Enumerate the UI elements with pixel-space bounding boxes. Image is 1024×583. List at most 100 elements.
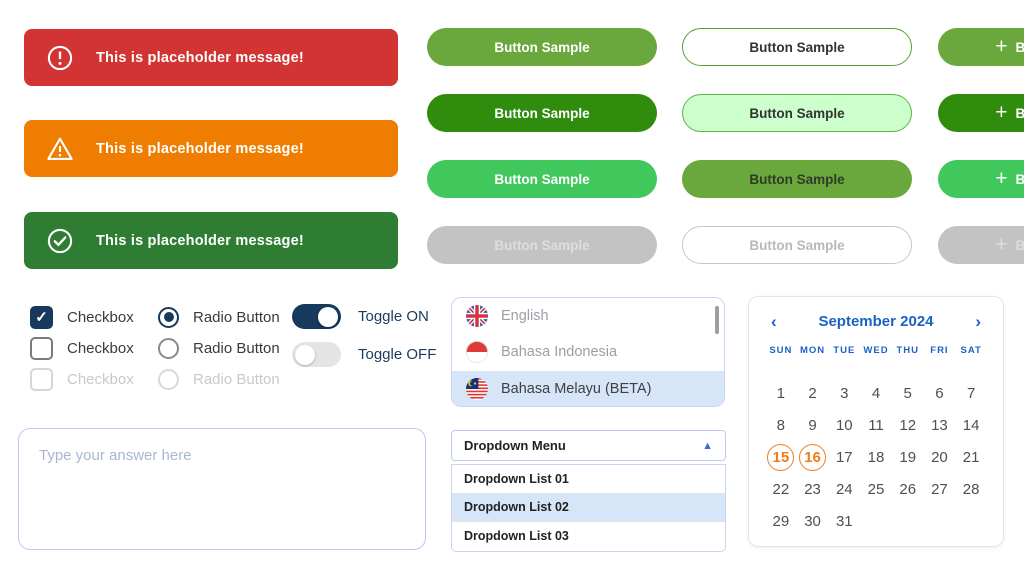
- alert-warning: This is placeholder message!: [24, 120, 398, 177]
- button-icon-bright[interactable]: + Button Sample: [938, 160, 1024, 198]
- radio-disabled: [158, 368, 179, 390]
- uk-flag-icon: [466, 305, 488, 328]
- button-label: Button Sample: [494, 171, 590, 187]
- radio-label: Radio Button: [193, 339, 280, 357]
- calendar-day-6[interactable]: 6: [935, 384, 944, 402]
- radio-label: Radio Button: [193, 308, 280, 326]
- warning-triangle-icon: [47, 137, 73, 160]
- calendar-day-17[interactable]: 17: [835, 448, 853, 466]
- calendar-next-icon[interactable]: ›: [975, 311, 981, 331]
- button-label: Button Sample: [749, 39, 845, 55]
- plus-icon: +: [995, 166, 1008, 190]
- calendar-day-7[interactable]: 7: [966, 384, 976, 402]
- button-label: Button Sample: [749, 237, 845, 253]
- button-mint[interactable]: Button Sample: [682, 94, 912, 132]
- alert-message: This is placeholder message!: [96, 49, 304, 66]
- dropdown-item-3[interactable]: Dropdown List 03: [464, 529, 569, 544]
- calendar-day-9[interactable]: 9: [808, 416, 817, 434]
- calendar-weekday-label: FRI: [930, 345, 949, 356]
- calendar-day-20[interactable]: 20: [931, 448, 948, 466]
- chevron-up-icon: ▲: [702, 439, 713, 452]
- dropdown-menu-header[interactable]: Dropdown Menu ▲: [451, 430, 726, 461]
- calendar-prev-icon[interactable]: ‹: [771, 311, 777, 331]
- calendar-day-30[interactable]: 30: [804, 512, 821, 530]
- calendar-day-25[interactable]: 25: [867, 480, 885, 498]
- calendar-day-31[interactable]: 31: [835, 512, 853, 530]
- calendar-day-10[interactable]: 10: [835, 416, 853, 434]
- calendar-day-24[interactable]: 24: [835, 480, 853, 498]
- checkbox-label: Checkbox: [67, 370, 134, 388]
- button-label: Button Sample: [1015, 105, 1024, 121]
- language-label: Bahasa Indonesia: [501, 344, 618, 361]
- language-label: Bahasa Melayu (BETA): [501, 380, 652, 397]
- calendar-day-27[interactable]: 27: [931, 480, 948, 498]
- plus-icon: +: [995, 232, 1008, 256]
- calendar-day-22[interactable]: 22: [772, 480, 790, 498]
- button-mid-dark-text[interactable]: Button Sample: [682, 160, 912, 198]
- calendar-day-grid: 1 2 3 4 5 6 7 8 9 10 11 12 13 14 15 16 17 18 19 20 21 22 23 24 2…: [765, 377, 987, 537]
- calendar-day-16[interactable]: 16: [797, 441, 829, 473]
- button-primary-bright[interactable]: Button Sample: [427, 160, 657, 198]
- button-label: Button Sample: [494, 39, 590, 55]
- calendar-day-5[interactable]: 5: [903, 384, 912, 402]
- button-icon-disabled: + Button Sample: [938, 226, 1024, 264]
- radio-selected[interactable]: [158, 306, 179, 328]
- language-option-malay[interactable]: Bahasa Melayu (BETA): [452, 370, 724, 406]
- radio-unselected[interactable]: [158, 337, 179, 359]
- button-label: Button Sample: [749, 105, 845, 121]
- calendar-day-13[interactable]: 13: [931, 416, 948, 434]
- calendar-day-23[interactable]: 23: [804, 480, 821, 498]
- toggle-on[interactable]: [292, 304, 341, 329]
- dropdown-list: Dropdown List 01 Dropdown List 02 Dropdown…: [451, 464, 726, 552]
- calendar-day-18[interactable]: 18: [867, 448, 885, 466]
- calendar-day-8[interactable]: 8: [776, 416, 786, 434]
- alert-success: This is placeholder message!: [24, 212, 398, 269]
- calendar-day-19[interactable]: 19: [899, 448, 917, 466]
- button-label: Button Sample: [494, 105, 590, 121]
- calendar-day-21[interactable]: 21: [962, 448, 980, 466]
- button-label: Button Sample: [1015, 39, 1024, 55]
- checkbox-unchecked[interactable]: [30, 336, 53, 360]
- dropdown-item-2[interactable]: Dropdown List 02: [452, 493, 725, 523]
- toggle-label: Toggle OFF: [358, 346, 437, 363]
- language-option-english[interactable]: English: [452, 298, 724, 334]
- calendar-day-15[interactable]: 15: [765, 441, 797, 473]
- plus-icon: +: [995, 34, 1008, 58]
- calendar: ‹ September 2024 › SUN MON TUE WED THU FRI SAT…: [748, 296, 1004, 547]
- calendar-day-28[interactable]: 28: [962, 480, 980, 498]
- alert-message: This is placeholder message!: [96, 232, 304, 249]
- language-selector: English Bahasa Indonesia: [451, 297, 725, 407]
- calendar-day-26[interactable]: 26: [899, 480, 917, 498]
- checkbox-checked[interactable]: ✓: [30, 305, 53, 329]
- button-icon-dark[interactable]: + Button Sample: [938, 94, 1024, 132]
- calendar-weekday-label: TUE: [833, 345, 856, 356]
- calendar-day-1[interactable]: 1: [776, 384, 786, 402]
- button-primary-dark[interactable]: Button Sample: [427, 94, 657, 132]
- check-circle-icon: [47, 228, 73, 253]
- calendar-weekday-label: SAT: [960, 345, 982, 356]
- toggle-off[interactable]: [292, 342, 341, 367]
- button-outline-disabled: Button Sample: [682, 226, 912, 264]
- button-icon-mid[interactable]: + Button Sample: [938, 28, 1024, 66]
- calendar-header: ‹ September 2024 ›: [749, 310, 1003, 332]
- calendar-day-2[interactable]: 2: [808, 384, 817, 402]
- calendar-day-14[interactable]: 14: [962, 416, 980, 434]
- calendar-day-3[interactable]: 3: [840, 384, 849, 402]
- scrollbar-thumb[interactable]: [715, 306, 719, 334]
- button-primary-disabled: Button Sample: [427, 226, 657, 264]
- button-outline-green[interactable]: Button Sample: [682, 28, 912, 66]
- calendar-day-12[interactable]: 12: [899, 416, 917, 434]
- calendar-day-4[interactable]: 4: [871, 384, 881, 402]
- alert-message: This is placeholder message!: [96, 140, 304, 157]
- calendar-day-29[interactable]: 29: [772, 512, 790, 530]
- button-primary-mid[interactable]: Button Sample: [427, 28, 657, 66]
- calendar-day-11[interactable]: 11: [868, 416, 884, 434]
- exclamation-circle-icon: [47, 45, 73, 70]
- checkbox-disabled: [30, 367, 53, 391]
- dropdown-item-1[interactable]: Dropdown List 01: [452, 465, 725, 494]
- button-label: Button Sample: [1015, 237, 1024, 253]
- toggle-knob: [318, 306, 338, 327]
- answer-textarea[interactable]: [18, 428, 426, 550]
- language-option-indonesia[interactable]: Bahasa Indonesia: [452, 334, 724, 370]
